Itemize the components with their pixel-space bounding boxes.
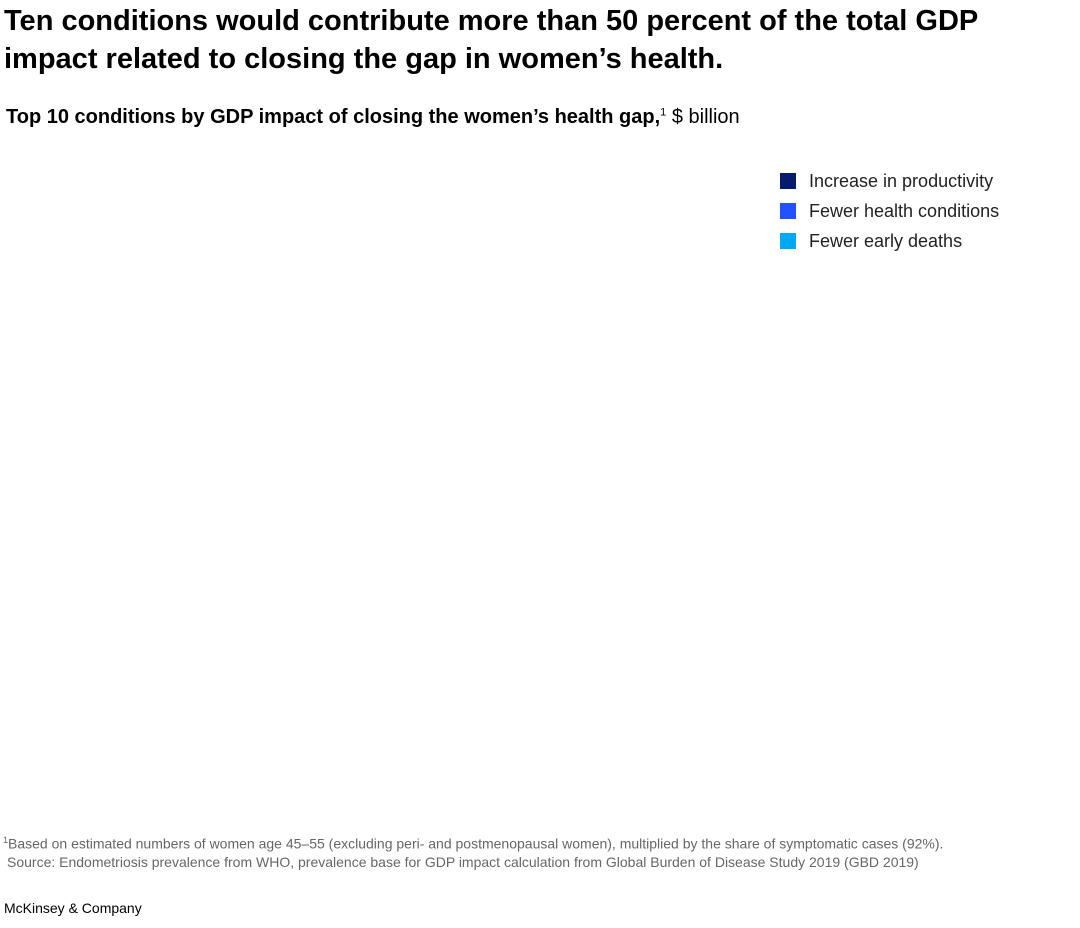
unit: $ billion [671, 106, 740, 128]
legend-item: Increase in productivity [780, 166, 999, 196]
footnote: 1Based on estimated numbers of women age… [3, 831, 943, 853]
footnote-marker: 1 [3, 835, 9, 845]
source: Source: Endometriosis prevalence from WH… [7, 853, 919, 870]
title: Ten conditions would contribute more tha… [4, 5, 978, 75]
footer: 1Based on estimated numbers of women age… [3, 831, 943, 871]
legend-swatch [780, 203, 796, 219]
footnote-text: Based on estimated numbers of women age … [8, 835, 944, 852]
brand: McKinsey & Company [4, 900, 142, 916]
footnote-marker: 1 [660, 106, 667, 119]
legend-label: Fewer health conditions [809, 200, 1000, 221]
legend-item: Fewer health conditions [780, 196, 999, 226]
legend-label: Increase in productivity [809, 170, 994, 191]
legend: Increase in productivity Fewer health con… [780, 166, 999, 256]
legend-swatch [780, 233, 796, 249]
subtitle: Top 10 conditions by GDP impact of closi… [6, 106, 740, 129]
legend-swatch [780, 173, 796, 189]
legend-label: Fewer early deaths [809, 230, 963, 251]
subtitle-text: Top 10 conditions by GDP impact of closi… [6, 106, 661, 128]
legend-item: Fewer early deaths [780, 226, 999, 256]
